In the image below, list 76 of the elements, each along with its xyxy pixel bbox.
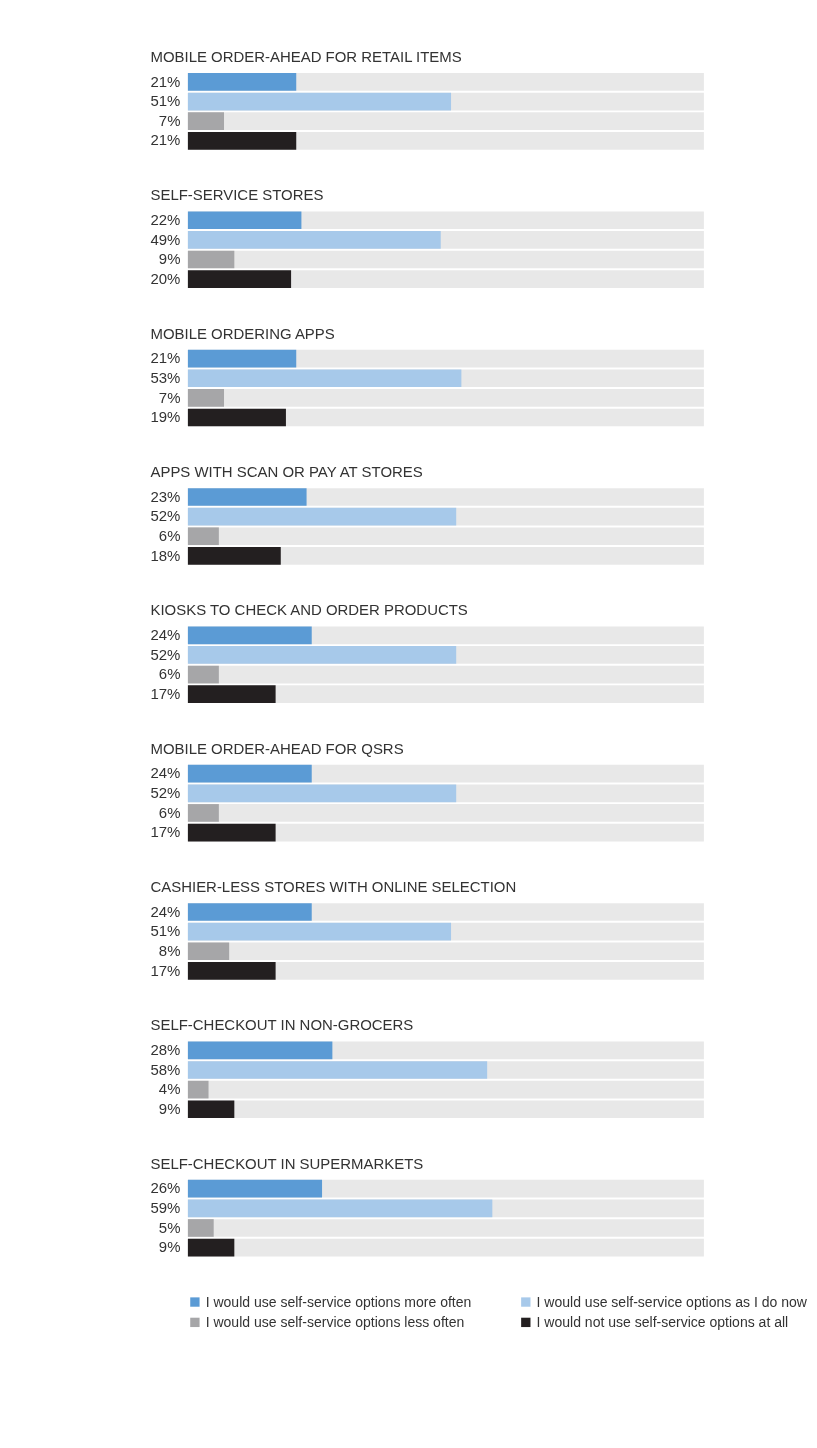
bar: [187, 488, 307, 506]
data-label: 52%: [150, 507, 181, 525]
data-label: 24%: [150, 764, 181, 782]
bar: [187, 685, 276, 704]
bar: [187, 823, 276, 842]
data-label: 17%: [150, 961, 181, 979]
bar: [187, 131, 297, 150]
data-label: 49%: [150, 230, 181, 248]
data-label: 59%: [150, 1199, 181, 1217]
data-label: 20%: [150, 269, 181, 287]
data-label: 53%: [150, 368, 181, 386]
bar: [187, 1080, 209, 1099]
bar: [187, 626, 312, 645]
y-tick-label: KIOSKS TO CHECK AND ORDER PRODUCTS: [150, 601, 468, 619]
data-label: 6%: [158, 665, 181, 683]
bar: [187, 962, 276, 980]
bar: [187, 250, 235, 269]
data-label: 7%: [158, 111, 181, 129]
bar: [187, 1041, 333, 1060]
data-label: 6%: [158, 526, 181, 544]
data-label: 52%: [150, 645, 181, 663]
data-label: 9%: [158, 1238, 181, 1256]
data-label: 51%: [150, 922, 181, 940]
data-label: 21%: [150, 349, 181, 367]
bar: [187, 942, 230, 961]
data-label: 8%: [158, 941, 181, 959]
data-label: 5%: [158, 1218, 181, 1236]
bar: [187, 764, 312, 783]
data-label: 24%: [150, 625, 181, 643]
y-tick-label: APPS WITH SCAN OR PAY AT STORES: [150, 462, 423, 480]
y-tick-label: MOBILE ORDER-AHEAD FOR RETAIL ITEMS: [150, 47, 462, 65]
data-label: 17%: [150, 823, 181, 841]
bar: [187, 408, 286, 427]
data-label: 9%: [158, 250, 181, 268]
bar: [187, 270, 292, 288]
legend-label: I would use self-service options less often: [205, 1314, 465, 1331]
y-tick-label: SELF-CHECKOUT IN SUPERMARKETS: [150, 1154, 424, 1172]
data-label: 28%: [150, 1041, 181, 1059]
data-label: 52%: [150, 783, 181, 801]
bar: [187, 903, 312, 921]
data-label: 51%: [150, 92, 181, 110]
data-label: 58%: [150, 1060, 181, 1078]
data-label: 9%: [158, 1099, 181, 1117]
data-label: 4%: [158, 1080, 181, 1098]
bar: [187, 389, 225, 407]
bar: [187, 1100, 235, 1119]
bar: [187, 73, 297, 91]
y-tick-label: SELF-CHECKOUT IN NON-GROCERS: [150, 1016, 414, 1034]
data-label: 6%: [158, 803, 181, 821]
data-label: 7%: [158, 388, 181, 406]
bar: [187, 211, 302, 230]
data-label: 22%: [150, 210, 181, 228]
bar: [187, 547, 281, 565]
data-label: 17%: [150, 684, 181, 702]
bar: [187, 1238, 235, 1257]
bar: [187, 665, 219, 684]
data-label: 19%: [150, 408, 181, 426]
bar: [187, 1219, 214, 1237]
data-label: 24%: [150, 902, 181, 920]
legend-label: I would not use self-service options at all: [536, 1314, 789, 1331]
y-tick-label: SELF-SERVICE STORES: [150, 186, 324, 204]
data-label: 18%: [150, 546, 181, 564]
bar: [187, 527, 219, 546]
y-tick-label: MOBILE ORDER-AHEAD FOR QSRS: [150, 739, 404, 757]
bar: [187, 349, 297, 368]
data-label: 21%: [150, 131, 181, 149]
legend-label: I would use self-service options more often: [205, 1293, 472, 1310]
data-label: 23%: [150, 487, 181, 505]
bar: [187, 804, 219, 822]
bar: [187, 1179, 323, 1198]
data-label: 26%: [150, 1179, 181, 1197]
data-label: 21%: [150, 72, 181, 90]
y-tick-label: MOBILE ORDERING APPS: [150, 324, 335, 342]
legend-label: I would use self-service options as I do now: [536, 1293, 808, 1310]
y-tick-label: CASHIER-LESS STORES WITH ONLINE SELECTION: [150, 877, 517, 895]
bar: [187, 112, 225, 131]
